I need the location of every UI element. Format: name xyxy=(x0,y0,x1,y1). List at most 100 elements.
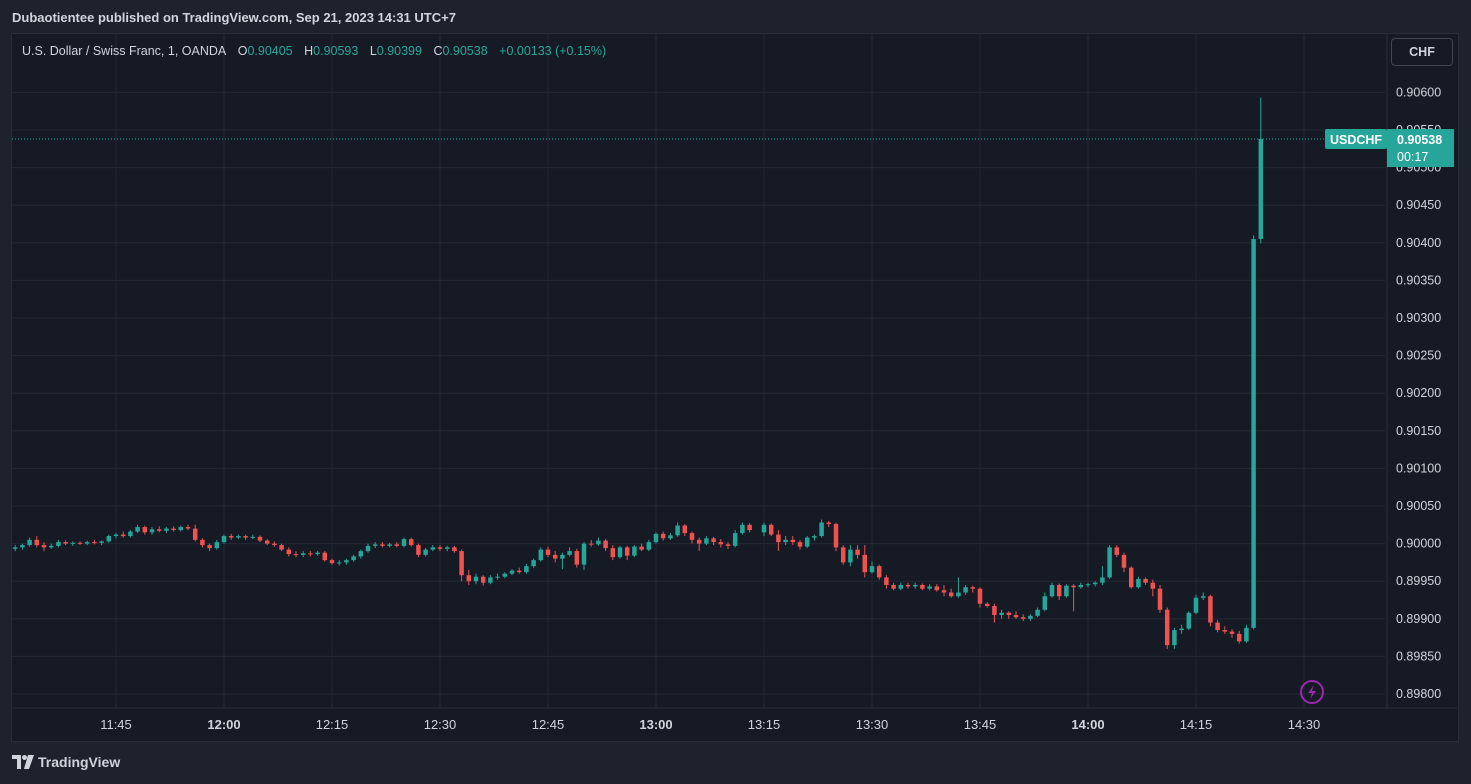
candle[interactable] xyxy=(567,547,572,557)
candle[interactable] xyxy=(675,522,680,537)
candle[interactable] xyxy=(696,537,702,552)
candle[interactable] xyxy=(891,582,896,591)
candle[interactable] xyxy=(1013,611,1019,619)
candle[interactable] xyxy=(668,533,673,540)
candle[interactable] xyxy=(1071,584,1076,612)
candle[interactable] xyxy=(1215,620,1220,633)
candle[interactable] xyxy=(99,540,104,546)
candle[interactable] xyxy=(20,543,25,550)
candle[interactable] xyxy=(1157,584,1163,613)
candle[interactable] xyxy=(912,582,918,589)
candle[interactable] xyxy=(711,536,716,546)
candle[interactable] xyxy=(761,522,767,537)
candle[interactable] xyxy=(956,577,961,598)
candle[interactable] xyxy=(344,558,349,565)
candle[interactable] xyxy=(538,547,544,562)
candle[interactable] xyxy=(164,527,169,534)
candle[interactable] xyxy=(70,541,76,546)
candle[interactable] xyxy=(34,536,40,548)
candle[interactable] xyxy=(1121,552,1127,573)
candle[interactable] xyxy=(639,543,644,552)
candle[interactable] xyxy=(826,521,832,528)
candle[interactable] xyxy=(358,549,364,559)
candle[interactable] xyxy=(819,519,824,538)
candle[interactable] xyxy=(63,540,68,546)
candle[interactable] xyxy=(632,545,637,558)
candle[interactable] xyxy=(1236,630,1242,644)
candle[interactable] xyxy=(1193,594,1199,615)
candle[interactable] xyxy=(963,584,968,595)
candle[interactable] xyxy=(848,545,853,567)
candle[interactable] xyxy=(747,523,752,533)
candle[interactable] xyxy=(120,531,126,538)
candle[interactable] xyxy=(1049,582,1055,598)
candle[interactable] xyxy=(444,545,450,552)
candle[interactable] xyxy=(171,526,176,532)
candle[interactable] xyxy=(351,554,356,562)
candle[interactable] xyxy=(992,603,997,623)
candle[interactable] xyxy=(855,545,860,559)
candle[interactable] xyxy=(588,539,594,547)
candle[interactable] xyxy=(1251,235,1256,630)
candle[interactable] xyxy=(1020,614,1026,622)
candle[interactable] xyxy=(308,551,313,557)
candle[interactable] xyxy=(401,537,407,548)
candle[interactable] xyxy=(365,543,371,553)
candle[interactable] xyxy=(257,535,263,543)
candle[interactable] xyxy=(416,543,421,558)
candle[interactable] xyxy=(1128,566,1134,589)
symbol-description[interactable]: U.S. Dollar / Swiss Franc, 1, OANDA xyxy=(22,44,227,58)
candle[interactable] xyxy=(624,545,630,561)
candle[interactable] xyxy=(380,542,385,548)
candle[interactable] xyxy=(336,560,342,566)
candle[interactable] xyxy=(905,582,911,589)
candle[interactable] xyxy=(48,543,54,549)
candle[interactable] xyxy=(293,551,299,558)
candle[interactable] xyxy=(999,609,1004,619)
candle[interactable] xyxy=(1092,581,1098,587)
candle[interactable] xyxy=(1229,629,1235,638)
candle[interactable] xyxy=(1114,545,1120,558)
candle[interactable] xyxy=(228,533,234,540)
candle[interactable] xyxy=(898,582,904,591)
candle[interactable] xyxy=(920,583,925,591)
candle[interactable] xyxy=(221,534,227,544)
candle[interactable] xyxy=(718,539,724,548)
candle[interactable] xyxy=(545,546,551,558)
candle[interactable] xyxy=(617,545,623,559)
candle[interactable] xyxy=(804,536,810,549)
candle[interactable] xyxy=(1100,566,1105,585)
candle[interactable] xyxy=(1085,582,1091,588)
candle[interactable] xyxy=(596,537,601,546)
candle[interactable] xyxy=(272,541,277,547)
candle[interactable] xyxy=(106,534,112,543)
candle[interactable] xyxy=(322,551,328,562)
candle[interactable] xyxy=(1222,626,1228,634)
candle[interactable] xyxy=(768,523,774,537)
candle[interactable] xyxy=(1200,592,1206,600)
candle[interactable] xyxy=(185,524,191,531)
candle[interactable] xyxy=(142,525,148,535)
candle[interactable] xyxy=(812,534,817,541)
tradingview-logo[interactable]: TradingView xyxy=(12,754,120,770)
candle[interactable] xyxy=(531,558,536,568)
candle[interactable] xyxy=(869,561,875,574)
candle[interactable] xyxy=(236,534,241,540)
candle[interactable] xyxy=(300,551,306,558)
candle[interactable] xyxy=(430,545,436,552)
candle[interactable] xyxy=(1172,627,1177,649)
candle[interactable] xyxy=(315,551,320,556)
candle[interactable] xyxy=(1107,545,1112,579)
candle[interactable] xyxy=(250,534,256,540)
candle[interactable] xyxy=(1028,614,1033,622)
candle[interactable] xyxy=(149,527,155,535)
candle[interactable] xyxy=(948,588,954,598)
candle[interactable] xyxy=(243,534,248,540)
candle[interactable] xyxy=(1143,577,1148,585)
candle[interactable] xyxy=(574,548,580,568)
candle[interactable] xyxy=(12,545,18,552)
candle[interactable] xyxy=(603,539,608,552)
candle[interactable] xyxy=(178,525,184,532)
candle[interactable] xyxy=(1064,584,1069,598)
candle[interactable] xyxy=(1035,607,1040,618)
